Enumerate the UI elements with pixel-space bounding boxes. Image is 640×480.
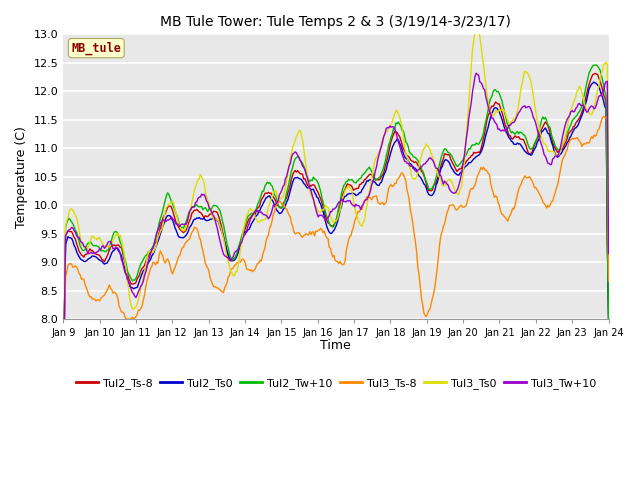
X-axis label: Time: Time <box>321 339 351 352</box>
Text: MB_tule: MB_tule <box>71 41 121 55</box>
Legend: Tul2_Ts-8, Tul2_Ts0, Tul2_Tw+10, Tul3_Ts-8, Tul3_Ts0, Tul3_Tw+10: Tul2_Ts-8, Tul2_Ts0, Tul2_Tw+10, Tul3_Ts… <box>72 373 600 393</box>
Title: MB Tule Tower: Tule Temps 2 & 3 (3/19/14-3/23/17): MB Tule Tower: Tule Temps 2 & 3 (3/19/14… <box>161 15 511 29</box>
Y-axis label: Temperature (C): Temperature (C) <box>15 126 28 228</box>
